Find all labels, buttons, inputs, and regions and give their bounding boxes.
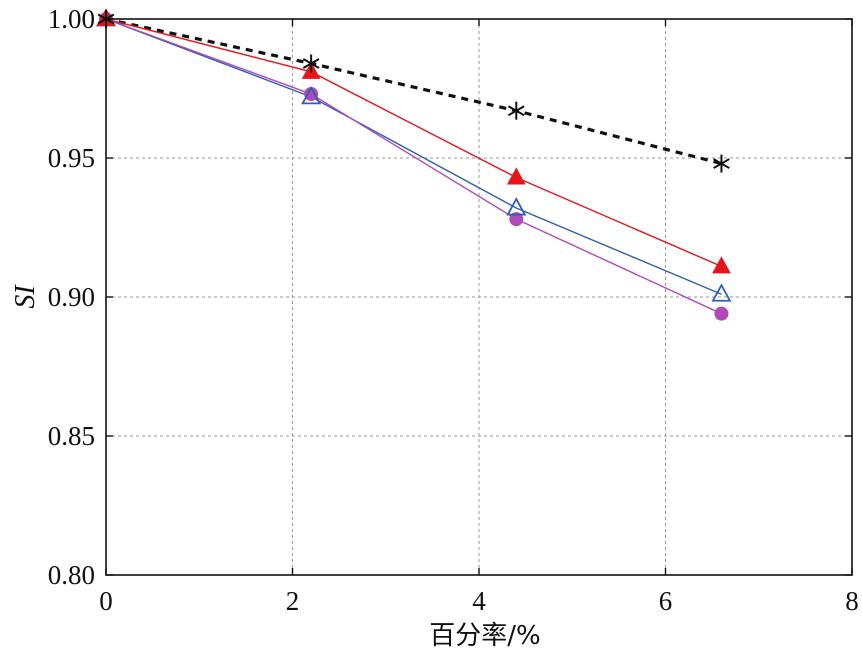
data-point-asterisk	[302, 54, 320, 73]
x-tick-label: 2	[286, 586, 300, 616]
x-tick-label: 8	[845, 586, 859, 616]
y-tick-label: 0.80	[48, 560, 95, 590]
plot-frame	[105, 18, 853, 576]
series-line-4	[105, 18, 722, 315]
data-point-asterisk	[507, 101, 525, 120]
data-point-triangle	[301, 85, 322, 105]
data-point-circle	[304, 87, 319, 102]
data-point-triangle	[712, 256, 731, 274]
series-line-2	[105, 18, 722, 268]
x-tick-label: 0	[99, 586, 113, 616]
x-tick-label: 6	[659, 586, 673, 616]
data-point-triangle	[711, 283, 732, 302]
tick-labels: 0 2 4 6 8 0.80 0.85 0.90 0.95 1.00	[48, 4, 859, 616]
x-tick-label: 4	[472, 586, 486, 616]
y-tick-label: 0.95	[48, 143, 95, 173]
data-point-triangle	[506, 197, 527, 216]
series-layer	[95, 8, 732, 321]
y-axis-label: SI	[10, 284, 41, 309]
x-axis-label: 百分率/%	[429, 621, 540, 651]
data-point-circle	[714, 306, 729, 321]
series-line-1	[105, 17, 722, 166]
data-point-triangle	[506, 167, 526, 185]
series-line-3	[105, 18, 722, 295]
data-point-circle	[509, 212, 524, 227]
data-point-asterisk	[713, 154, 730, 173]
y-tick-label: 0.90	[48, 282, 95, 312]
y-tick-label: 1.00	[48, 4, 95, 34]
y-tick-label: 0.85	[48, 421, 95, 451]
